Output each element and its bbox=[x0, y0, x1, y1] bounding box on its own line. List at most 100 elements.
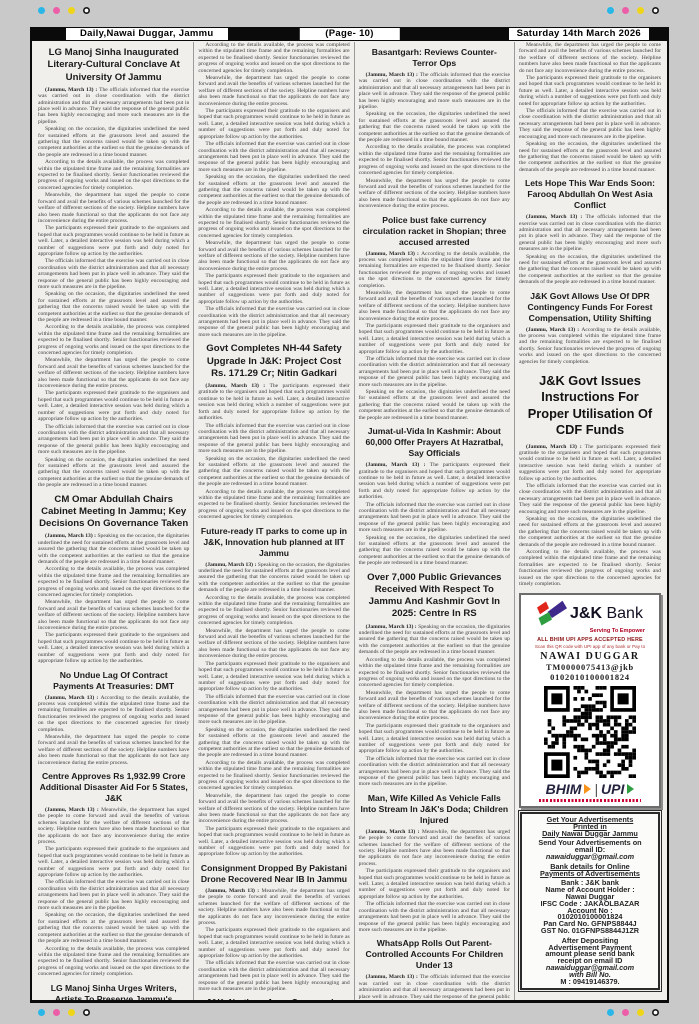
article-body: (Jammu, March 13) : The participants exp… bbox=[519, 444, 661, 588]
ad-text-line: Get Your Advertisements bbox=[546, 814, 634, 824]
magenta-dot bbox=[622, 1009, 629, 1016]
paragraph: Speaking on the occasion, the dignitarie… bbox=[518, 516, 661, 548]
column-4: Meanwhile, the department has urged the … bbox=[515, 42, 665, 1000]
paragraph: (Jammu, March 13) : The officials inform… bbox=[358, 974, 510, 1000]
article-headline: J&K: Northern Army Commander Visits Forw… bbox=[199, 997, 348, 1000]
paragraph: Meanwhile, the department has urged the … bbox=[358, 289, 510, 322]
paragraph: (Jammu, March 13) : Speaking on the occa… bbox=[198, 561, 350, 594]
article-headline: Police bust fake currency circulation ra… bbox=[362, 214, 507, 247]
paragraph: Meanwhile, the department has urged the … bbox=[198, 792, 350, 825]
paragraph: (Jammu, March 13) : Speaking on the occa… bbox=[38, 533, 190, 565]
article-headline: Man, Wife Killed As Vehicle Falls Into S… bbox=[360, 792, 509, 825]
paragraph: The participants expressed their gratitu… bbox=[38, 846, 190, 879]
paragraph: (Jammu, March 13) : Speaking on the occa… bbox=[358, 623, 510, 656]
black-dot bbox=[83, 7, 90, 14]
ad-text-line: Pan Card No. GFNPS8844J bbox=[543, 919, 637, 929]
masthead-bar: Daily,Nawai Duggar, Jammu (Page- 10) Sat… bbox=[32, 27, 667, 41]
paragraph: The participants expressed their gratitu… bbox=[198, 273, 350, 305]
paragraph: The officials informed that the exercise… bbox=[198, 693, 350, 726]
ad-text-line: amount please send bank bbox=[545, 949, 635, 959]
paragraph: According to the details available, the … bbox=[38, 324, 190, 357]
magenta-dot bbox=[53, 1009, 60, 1016]
yellow-dot bbox=[637, 1009, 644, 1016]
paragraph: Speaking on the occasion, the dignitarie… bbox=[358, 111, 510, 144]
paragraph: Meanwhile, the department has urged the … bbox=[358, 177, 510, 210]
article-body: (Jammu, March 13) : The participants exp… bbox=[198, 383, 349, 521]
paragraph: Meanwhile, the department has urged the … bbox=[198, 627, 350, 660]
paragraph: The officials informed that the exercise… bbox=[38, 258, 190, 290]
ad-text-line: Bank : J&K bank bbox=[560, 878, 619, 888]
ad-text-line: Printed in bbox=[573, 821, 607, 831]
column-3: Basantgarh: Reviews Counter-Terror Ops (J… bbox=[355, 42, 515, 1000]
paragraph: According to the details available, the … bbox=[518, 549, 661, 588]
column-2: According to the details available, the … bbox=[194, 42, 355, 1000]
article-headline: WhatsApp Rolls Out Parent-Controlled Acc… bbox=[365, 938, 504, 971]
article-body: (Jammu, March 13) : The officials inform… bbox=[519, 214, 661, 285]
ad-text-line: Bank details for Online bbox=[550, 861, 630, 871]
paragraph: Speaking on the occasion, the dignitarie… bbox=[38, 126, 190, 158]
registration-marks-top-left bbox=[38, 7, 90, 14]
bhim-arrow-icon bbox=[584, 784, 592, 795]
paragraph: (Jammu, March 13) : Meanwhile, the depar… bbox=[198, 887, 350, 926]
article-body: (Jammu, March 13) : According to the det… bbox=[38, 695, 189, 766]
column-4-articles: Meanwhile, the department has urged the … bbox=[519, 42, 661, 587]
ad-text-line: M : 09419146379. bbox=[560, 976, 620, 986]
columns-container: LG Manoj Sinha Inaugurated Literary-Cult… bbox=[32, 41, 667, 1001]
jk-bank-logo-icon bbox=[537, 601, 568, 626]
paragraph: (Jammu, March 13) : Meanwhile, the depar… bbox=[38, 806, 190, 845]
magenta-dot bbox=[622, 7, 629, 14]
paper-frame: Daily,Nawai Duggar, Jammu (Page- 10) Sat… bbox=[30, 27, 669, 1003]
article-headline: Future-ready IT parks to come up in J&K,… bbox=[200, 525, 348, 558]
yellow-dot bbox=[637, 7, 644, 14]
ad-text-line: nawaiduggar@gmail.com bbox=[545, 962, 635, 972]
paragraph: According to the details available, the … bbox=[38, 159, 190, 191]
paragraph: The officials informed that the exercise… bbox=[38, 879, 190, 912]
paragraph: The officials informed that the exercise… bbox=[358, 901, 510, 933]
paragraph: The officials informed that the exercise… bbox=[358, 755, 510, 788]
paragraph: Meanwhile, the department has urged the … bbox=[38, 599, 190, 632]
logo-microtext bbox=[538, 799, 641, 802]
paragraph: The officials informed that the exercise… bbox=[198, 141, 350, 173]
ad-text-line: Daily Nawai Duggar Jammu bbox=[542, 828, 638, 838]
ad-text-line: receipt on email ID bbox=[557, 956, 623, 966]
paragraph: Meanwhile, the department has urged the … bbox=[358, 689, 510, 722]
paragraph: Meanwhile, the department has urged the … bbox=[198, 75, 350, 107]
paragraph: Speaking on the occasion, the dignitarie… bbox=[358, 534, 510, 567]
qr-code bbox=[543, 686, 636, 779]
ad-text-line: nawaiduggar@gmail.com bbox=[545, 851, 635, 861]
paragraph: The officials informed that the exercise… bbox=[518, 108, 661, 140]
article-body: According to the details available, the … bbox=[198, 42, 349, 338]
ad-text-line: Advertisement Payment bbox=[548, 942, 632, 952]
ad-text-line: email ID: bbox=[574, 845, 606, 855]
article-headline: Lets Hope This War Ends Soon: Farooq Abd… bbox=[524, 178, 655, 211]
upi-arrow-icon bbox=[627, 784, 635, 795]
paragraph: Speaking on the occasion, the dignitarie… bbox=[38, 912, 190, 945]
paragraph: Meanwhile, the department has urged the … bbox=[38, 192, 190, 224]
paragraph: (Jammu, March 13) : The participants exp… bbox=[518, 443, 661, 482]
paragraph: The officials informed that the exercise… bbox=[358, 501, 510, 534]
paragraph: (Jammu, March 13) : The participants exp… bbox=[198, 383, 350, 422]
article-headline: LG Manoj Sinha Urges Writers, Artists To… bbox=[50, 982, 177, 1000]
paragraph: (Jammu, March 13) : The officials inform… bbox=[358, 72, 510, 111]
ad-text-line: GST No. 01GFNPS8844J1ZR bbox=[540, 925, 640, 935]
ad-text-line: 0102010100001824 bbox=[557, 912, 623, 922]
paragraph: Speaking on the occasion, the dignitarie… bbox=[38, 456, 190, 489]
registration-marks-top-right bbox=[607, 7, 659, 14]
scan-instruction: Scan this QR code with UPI app of any ba… bbox=[534, 644, 646, 650]
paragraph: The officials informed that the exercise… bbox=[358, 356, 510, 388]
paragraph: (Jammu, March 13) : According to the det… bbox=[38, 694, 190, 733]
registration-marks-bottom-left bbox=[38, 1009, 90, 1016]
ad-text-line: IFSC Code : JAKAOLBAZAR bbox=[540, 898, 640, 908]
paragraph: The officials informed that the exercise… bbox=[518, 482, 661, 515]
ad-text-line: Nawai Duggar bbox=[565, 891, 615, 901]
paragraph: (Jammu, March 13) : The officials inform… bbox=[38, 86, 190, 125]
article-headline: CM Omar Abdullah Chairs Cabinet Meeting … bbox=[39, 493, 189, 530]
paragraph: The officials informed that the exercise… bbox=[198, 306, 350, 338]
paragraph: The participants expressed their gratitu… bbox=[198, 927, 350, 959]
paragraph: The participants expressed their gratitu… bbox=[358, 868, 510, 900]
paragraph: The officials informed that the exercise… bbox=[38, 423, 190, 456]
article-body: Meanwhile, the department has urged the … bbox=[519, 42, 661, 173]
paragraph: The officials informed that the exercise… bbox=[198, 422, 350, 455]
paragraph: The participants expressed their gratitu… bbox=[518, 75, 661, 107]
